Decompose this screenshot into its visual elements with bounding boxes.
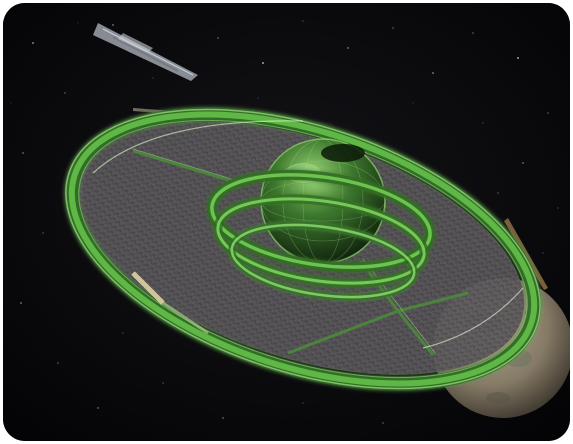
inner-rings xyxy=(206,169,436,301)
space-station-image xyxy=(3,3,570,441)
ring-highlights xyxy=(92,120,524,349)
spoke-truss xyxy=(132,148,436,354)
star-field xyxy=(10,20,559,424)
station-ring xyxy=(64,107,542,391)
ring-module xyxy=(131,271,209,335)
spacecraft xyxy=(93,23,198,81)
station-spokes xyxy=(132,149,469,356)
